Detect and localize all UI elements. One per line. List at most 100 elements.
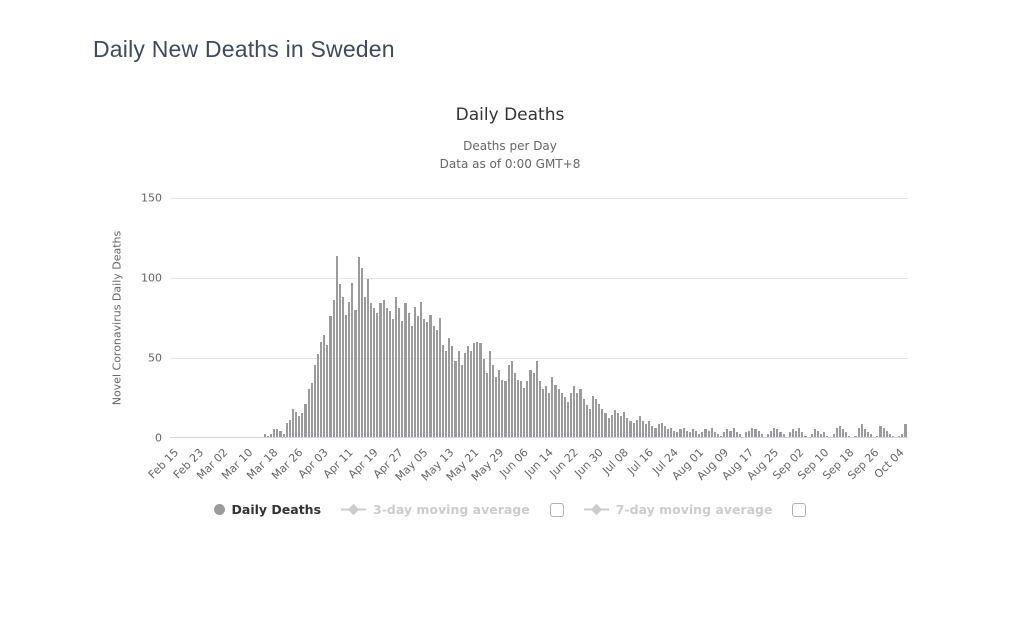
legend-item-daily-deaths[interactable]: Daily Deaths [213, 502, 321, 517]
bar[interactable] [298, 416, 301, 438]
bar[interactable] [410, 325, 413, 438]
bar[interactable] [648, 421, 651, 438]
bar[interactable] [320, 341, 323, 438]
bar[interactable] [495, 376, 498, 438]
bar[interactable] [616, 413, 619, 438]
bar[interactable] [601, 408, 604, 438]
bar[interactable] [435, 330, 438, 438]
bar[interactable] [313, 365, 316, 438]
bar[interactable] [704, 429, 707, 438]
bar[interactable] [366, 279, 369, 438]
bar[interactable] [513, 373, 516, 438]
bar[interactable] [532, 373, 535, 438]
bar[interactable] [570, 392, 573, 438]
bar[interactable] [732, 427, 735, 438]
bar[interactable] [563, 397, 566, 438]
bar[interactable] [832, 434, 835, 438]
bar[interactable] [804, 435, 807, 438]
bar[interactable] [479, 343, 482, 438]
bar[interactable] [354, 309, 357, 438]
bar[interactable] [413, 306, 416, 438]
bar[interactable] [848, 435, 851, 438]
bar[interactable] [535, 360, 538, 438]
bar[interactable] [823, 432, 826, 438]
bar[interactable] [757, 430, 760, 438]
bar[interactable] [307, 389, 310, 438]
bar[interactable] [282, 434, 285, 438]
bar[interactable] [391, 319, 394, 438]
bar[interactable] [791, 429, 794, 438]
bar[interactable] [901, 434, 904, 438]
bar[interactable] [316, 354, 319, 438]
bar[interactable] [301, 413, 304, 438]
bar[interactable] [810, 434, 813, 438]
bar[interactable] [845, 432, 848, 438]
bar[interactable] [557, 389, 560, 438]
bar[interactable] [591, 395, 594, 438]
bar[interactable] [554, 384, 557, 438]
bar[interactable] [538, 381, 541, 438]
bar[interactable] [326, 344, 329, 438]
bar[interactable] [529, 370, 532, 438]
bar[interactable] [723, 432, 726, 438]
bar[interactable] [679, 429, 682, 438]
bar[interactable] [504, 381, 507, 438]
bar[interactable] [654, 427, 657, 438]
bar[interactable] [816, 430, 819, 438]
bar[interactable] [329, 316, 332, 438]
bar[interactable] [666, 429, 669, 438]
bar[interactable] [323, 335, 326, 438]
bar[interactable] [466, 346, 469, 438]
bar[interactable] [620, 416, 623, 438]
bar[interactable] [641, 421, 644, 438]
bar[interactable] [882, 427, 885, 438]
bar[interactable] [470, 351, 473, 438]
bar[interactable] [682, 427, 685, 438]
bar[interactable] [457, 351, 460, 438]
bar[interactable] [701, 432, 704, 438]
bar[interactable] [523, 387, 526, 438]
bar[interactable] [551, 376, 554, 438]
bar[interactable] [448, 338, 451, 438]
bar[interactable] [870, 434, 873, 438]
bar[interactable] [713, 432, 716, 438]
bar[interactable] [263, 434, 266, 438]
bar[interactable] [382, 300, 385, 438]
bar[interactable] [866, 432, 869, 438]
bar[interactable] [548, 392, 551, 438]
bar[interactable] [770, 430, 773, 438]
bar[interactable] [407, 312, 410, 438]
bar[interactable] [473, 343, 476, 438]
bar[interactable] [476, 341, 479, 438]
bar[interactable] [560, 392, 563, 438]
bar[interactable] [420, 301, 423, 438]
bar[interactable] [588, 408, 591, 438]
bar[interactable] [363, 296, 366, 438]
bar[interactable] [820, 434, 823, 438]
bar[interactable] [404, 303, 407, 438]
bar[interactable] [541, 389, 544, 438]
bar[interactable] [841, 429, 844, 438]
bar[interactable] [573, 386, 576, 438]
bar[interactable] [501, 379, 504, 438]
bar[interactable] [348, 301, 351, 438]
bar[interactable] [826, 435, 829, 438]
bar[interactable] [676, 432, 679, 438]
bar[interactable] [607, 418, 610, 438]
bar[interactable] [779, 432, 782, 438]
bar[interactable] [773, 427, 776, 438]
bar[interactable] [863, 429, 866, 438]
bar[interactable] [635, 419, 638, 438]
bar[interactable] [432, 325, 435, 438]
bar[interactable] [582, 398, 585, 438]
bar[interactable] [707, 430, 710, 438]
bar[interactable] [657, 424, 660, 438]
bar[interactable] [716, 434, 719, 438]
bar[interactable] [576, 392, 579, 438]
bar[interactable] [488, 351, 491, 438]
bar[interactable] [285, 422, 288, 438]
bar[interactable] [598, 403, 601, 438]
bar[interactable] [376, 312, 379, 438]
bar[interactable] [498, 370, 501, 438]
bar[interactable] [688, 432, 691, 438]
